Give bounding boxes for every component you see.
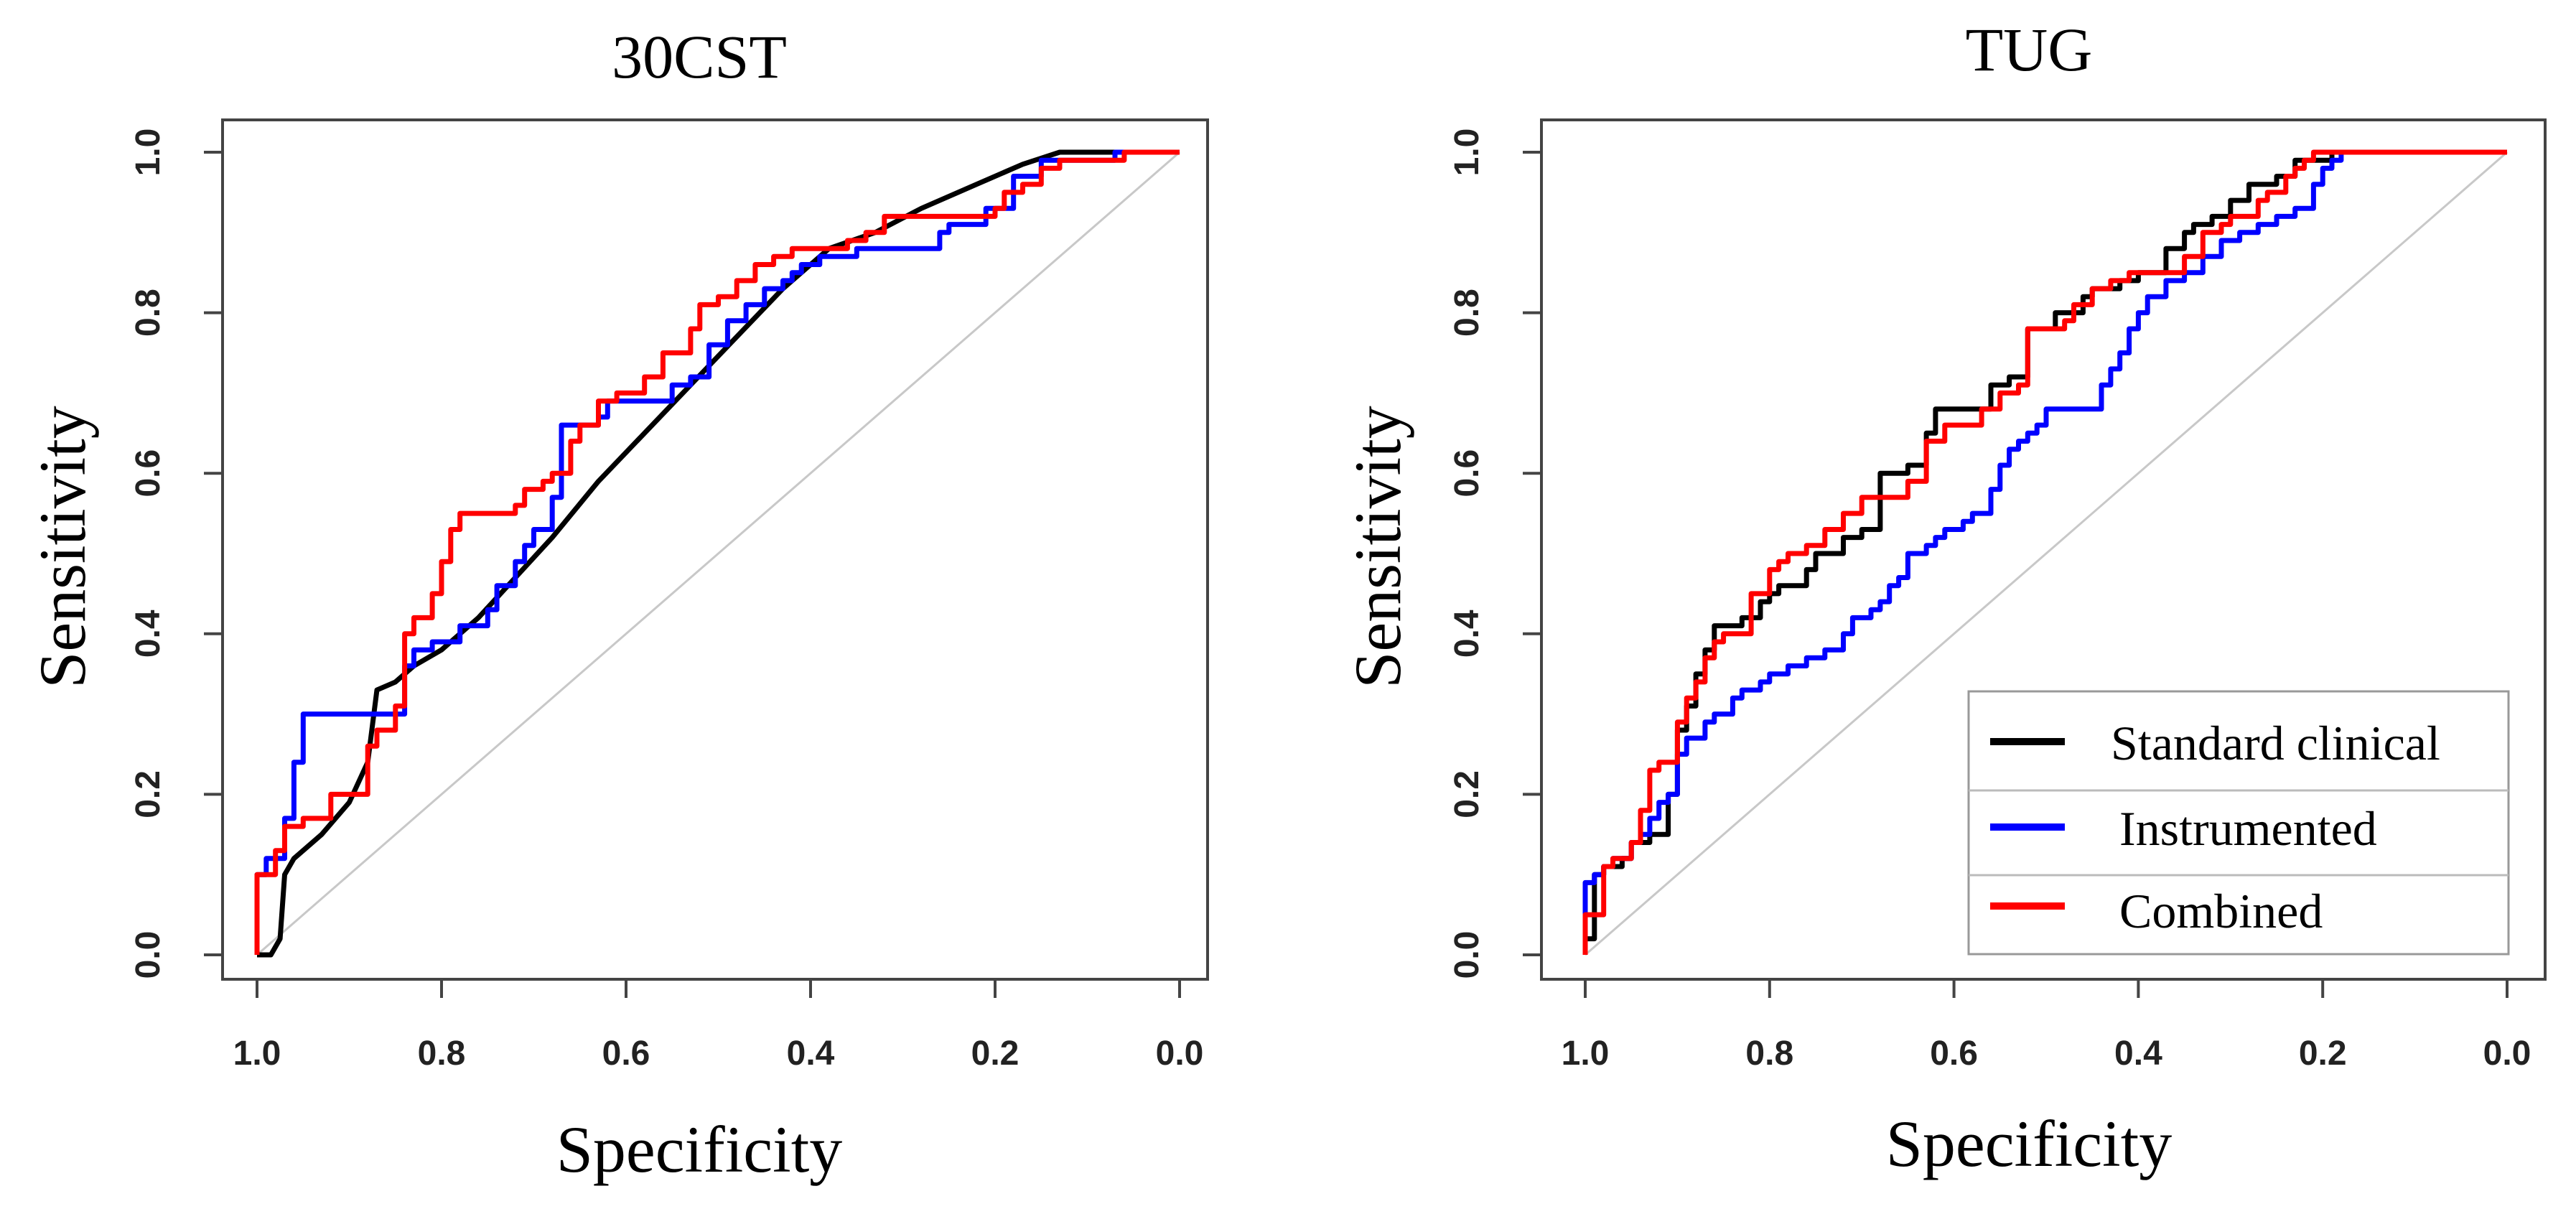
y-tick-label: 1.0 xyxy=(129,129,167,177)
x-tick-label: 0.6 xyxy=(602,1035,650,1073)
x-tick-label: 0.4 xyxy=(2114,1035,2162,1073)
x-tick-label: 1.0 xyxy=(1562,1035,1610,1073)
y-tick-label: 1.0 xyxy=(1448,129,1486,177)
chart-title: 30CST xyxy=(612,22,787,91)
x-axis: 1.0 0.8 0.6 0.4 0.2 0.0 xyxy=(1562,979,2531,1073)
legend-box xyxy=(1967,690,2510,956)
y-tick-label: 0.2 xyxy=(129,770,167,818)
roc-curve-combined xyxy=(1582,149,2507,955)
plot-frame xyxy=(221,118,1209,981)
y-tick-label: 0.6 xyxy=(129,449,167,498)
legend: Standard clinical Instrumented Combined xyxy=(1967,690,2510,956)
x-tick-label: 0.2 xyxy=(2299,1035,2347,1073)
y-tick-label: 0.2 xyxy=(1448,770,1486,818)
chart-title: TUG xyxy=(1966,15,2093,84)
legend-label-combined: Combined xyxy=(2119,884,2323,938)
roc-curves xyxy=(254,149,1180,958)
y-tick-label: 0.4 xyxy=(1448,610,1486,658)
x-tick-label: 0.8 xyxy=(418,1035,466,1073)
x-tick-label: 0.0 xyxy=(2483,1035,2531,1073)
y-tick-label: 0.6 xyxy=(1448,449,1486,498)
x-axis-label: Specificity xyxy=(556,1113,843,1186)
y-tick-label: 0.4 xyxy=(129,610,167,658)
y-tick-label: 0.0 xyxy=(1448,931,1486,979)
y-tick-label: 0.8 xyxy=(129,289,167,337)
roc-curve-instrumented xyxy=(1582,149,2507,955)
x-axis-label: Specificity xyxy=(1886,1107,2173,1180)
x-tick-label: 0.8 xyxy=(1745,1035,1793,1073)
x-tick-label: 0.2 xyxy=(971,1035,1019,1073)
roc-panel-tug: TUG 0.00.20.40.60.81.0 1.0 0.8 0.6 0.4 0.2 0.… xyxy=(1341,15,2547,1180)
roc-curve-red xyxy=(254,149,1180,955)
y-tick-label: 0.0 xyxy=(129,931,167,979)
y-axis-label: Sensitivity xyxy=(26,406,99,688)
y-axis-label: Sensitivity xyxy=(1341,406,1414,688)
x-tick-label: 0.6 xyxy=(1930,1035,1978,1073)
roc-curves xyxy=(1582,149,2507,955)
x-tick-label: 0.4 xyxy=(787,1035,835,1073)
y-tick-label: 0.8 xyxy=(1448,289,1486,337)
x-tick-label: 1.0 xyxy=(233,1035,281,1073)
x-tick-label: 0.0 xyxy=(1156,1035,1204,1073)
roc-panel-30cst: 30CST 0.0 0.2 0.4 0.6 0.8 1.0 1.0 0.8 0.6 0.4 0.2… xyxy=(26,22,1209,1186)
reference-diagonal xyxy=(1585,151,2508,956)
y-axis: 0.0 0.2 0.4 0.6 0.8 1.0 xyxy=(1448,129,1543,979)
legend-label-standard-clinical: Standard clinical xyxy=(2111,716,2440,770)
reference-diagonal xyxy=(256,151,1180,956)
x-axis: 1.0 0.8 0.6 0.4 0.2 0.0 xyxy=(233,979,1204,1073)
y-axis: 0.0 0.2 0.4 0.6 0.8 1.0 xyxy=(129,129,224,979)
legend-label-instrumented: Instrumented xyxy=(2119,801,2377,856)
